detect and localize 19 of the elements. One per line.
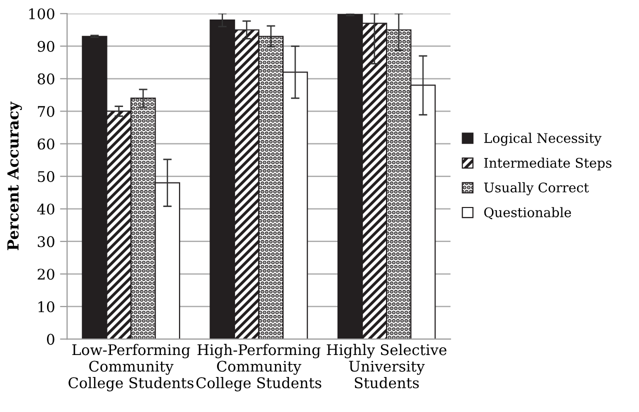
y-tick-label: 10 — [38, 301, 54, 312]
y-tick-label: 40 — [37, 204, 54, 215]
y-tick-label: 0 — [46, 334, 54, 345]
x-tick-label: Low-Performing Community College Students — [68, 344, 194, 392]
legend-label: Intermediate Steps — [484, 158, 612, 170]
legend-label: Logical Necessity — [484, 132, 602, 146]
x-tick-label: High-Performing Community College Students — [196, 344, 322, 392]
y-tick-label: 100 — [29, 8, 54, 20]
y-tick-label: 90 — [38, 40, 54, 52]
y-tick-label: 30 — [38, 236, 54, 248]
y-tick-label: 70 — [38, 106, 54, 117]
legend-label: Questionable — [484, 207, 572, 220]
y-tick-label: 20 — [38, 268, 54, 280]
y-tick-label: 50 — [38, 171, 54, 182]
legend-label: Usually Correct — [484, 182, 589, 196]
x-tick-label: Highly Selective University Students — [326, 344, 446, 388]
y-tick-label: 80 — [38, 73, 54, 84]
y-axis-title: Percent Accuracy — [7, 101, 22, 250]
y-tick-label: 60 — [38, 138, 54, 150]
